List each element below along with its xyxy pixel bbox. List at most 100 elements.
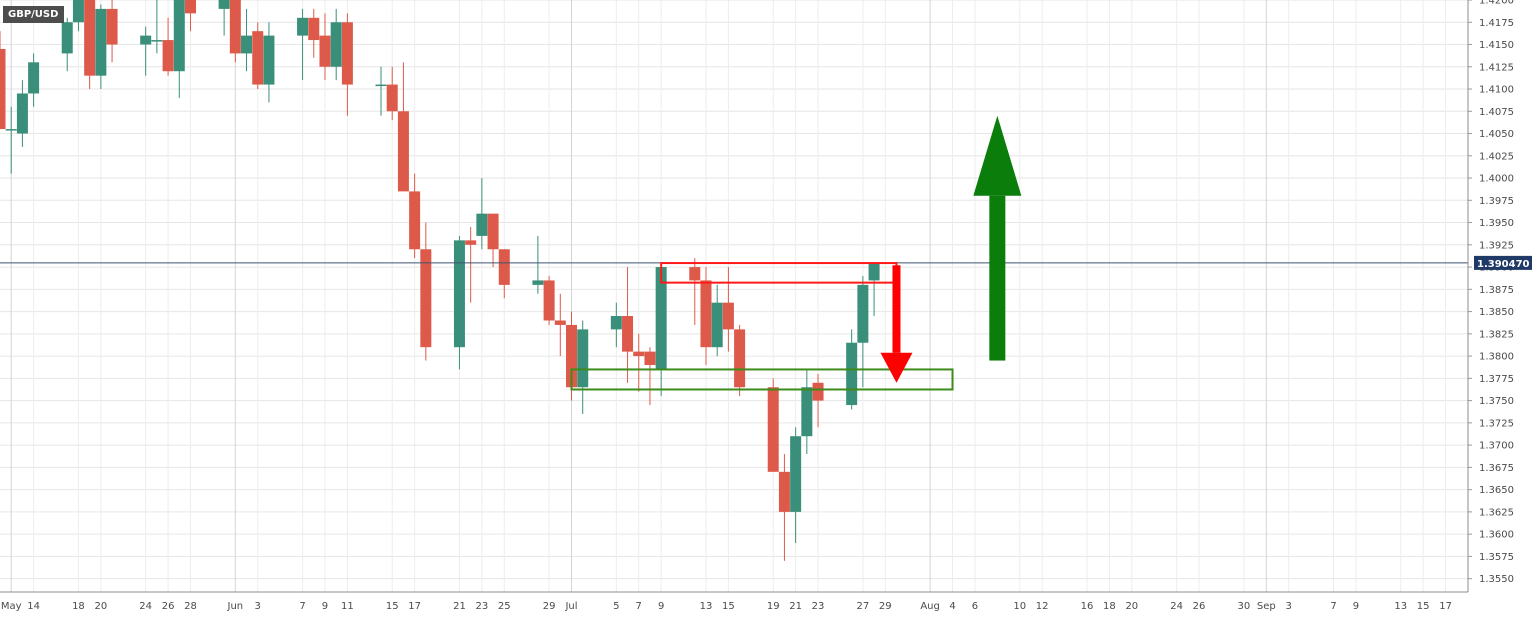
x-tick-label: May bbox=[1, 601, 22, 612]
x-tick-label: 23 bbox=[475, 601, 488, 612]
x-tick-label: 28 bbox=[184, 601, 197, 612]
candle-body bbox=[28, 62, 40, 94]
candle-body bbox=[420, 249, 432, 348]
candle-body bbox=[577, 329, 589, 388]
y-tick-label: 1.4100 bbox=[1479, 85, 1514, 96]
y-tick-label: 1.3800 bbox=[1479, 352, 1514, 363]
x-tick-label: 7 bbox=[1330, 601, 1336, 612]
candle-body bbox=[229, 0, 241, 54]
x-tick-label: 7 bbox=[299, 601, 305, 612]
y-tick-label: 1.3825 bbox=[1479, 329, 1514, 340]
candle-body bbox=[140, 35, 152, 45]
y-tick-label: 1.4000 bbox=[1479, 174, 1514, 185]
price-label-background bbox=[1474, 255, 1532, 270]
x-tick-label: 29 bbox=[879, 601, 892, 612]
y-tick-label: 1.3775 bbox=[1479, 374, 1514, 385]
x-tick-label: 6 bbox=[972, 601, 978, 612]
candle-body bbox=[263, 35, 275, 85]
candle-body bbox=[84, 0, 96, 76]
candle-body bbox=[151, 40, 163, 42]
candle-body bbox=[72, 0, 84, 23]
candle-body bbox=[5, 129, 17, 131]
annotations bbox=[0, 115, 1468, 391]
candle-body bbox=[700, 280, 712, 348]
x-tick-label: 13 bbox=[700, 601, 713, 612]
candle-body bbox=[397, 111, 409, 192]
symbol-badge: GBP/USD bbox=[3, 6, 65, 23]
candle-body bbox=[252, 31, 264, 85]
x-tick-label: 5 bbox=[613, 601, 619, 612]
y-tick-label: 1.3575 bbox=[1479, 552, 1514, 563]
candle-body bbox=[375, 84, 387, 87]
candle-body bbox=[487, 213, 499, 250]
x-tick-label: 7 bbox=[636, 601, 642, 612]
down-arrow-shaft bbox=[892, 265, 901, 353]
y-tick-label: 1.3675 bbox=[1479, 463, 1514, 474]
x-tick-label: 4 bbox=[949, 601, 955, 612]
candle-body bbox=[722, 302, 734, 330]
y-tick-label: 1.3750 bbox=[1479, 396, 1514, 407]
candle-body bbox=[790, 436, 802, 512]
x-tick-label: 25 bbox=[498, 601, 511, 612]
candle-body bbox=[409, 191, 421, 250]
candle-body bbox=[0, 48, 6, 130]
candle-body bbox=[610, 316, 622, 330]
candle-body bbox=[173, 0, 185, 72]
candle-body bbox=[106, 8, 118, 45]
candle-body bbox=[498, 249, 510, 285]
x-tick-label: 18 bbox=[1103, 601, 1116, 612]
x-tick-label: 24 bbox=[139, 601, 152, 612]
x-tick-label: 17 bbox=[408, 601, 421, 612]
x-tick-label: 16 bbox=[1081, 601, 1094, 612]
y-tick-label: 1.4075 bbox=[1479, 107, 1514, 118]
y-tick-label: 1.3950 bbox=[1479, 218, 1514, 229]
x-tick-label: 29 bbox=[543, 601, 556, 612]
up-arrow-head bbox=[973, 115, 1022, 196]
x-tick-label: 9 bbox=[322, 601, 328, 612]
x-tick-label: Jun bbox=[227, 601, 244, 612]
x-tick-label: Aug bbox=[920, 601, 940, 612]
y-tick-label: 1.3700 bbox=[1479, 441, 1514, 452]
x-tick-label: 12 bbox=[1036, 601, 1049, 612]
candle-body bbox=[341, 22, 353, 85]
x-tick-label: 24 bbox=[1170, 601, 1183, 612]
y-tick-label: 1.4175 bbox=[1479, 18, 1514, 29]
candle-body bbox=[812, 382, 824, 401]
x-tick-label: 20 bbox=[94, 601, 107, 612]
x-tick-label: 15 bbox=[1417, 601, 1430, 612]
x-tick-label: 9 bbox=[1353, 601, 1359, 612]
x-tick-label: 9 bbox=[658, 601, 664, 612]
x-tick-label: 11 bbox=[341, 601, 354, 612]
candle-body bbox=[846, 342, 858, 406]
down-arrow-head bbox=[880, 352, 913, 383]
candle-body bbox=[543, 280, 555, 321]
candle-body bbox=[655, 267, 667, 370]
x-tick-label: Sep bbox=[1257, 601, 1276, 612]
x-tick-label: 21 bbox=[789, 601, 802, 612]
x-tick-label: 27 bbox=[857, 601, 870, 612]
y-tick-label: 1.3875 bbox=[1479, 285, 1514, 296]
candle-body bbox=[711, 302, 723, 348]
up-arrow-shaft bbox=[989, 195, 1006, 361]
candle-body bbox=[689, 267, 701, 281]
y-tick-label: 1.3550 bbox=[1479, 574, 1514, 585]
candles bbox=[0, 0, 880, 561]
x-tick-label: 3 bbox=[255, 601, 261, 612]
y-tick-label: 1.3975 bbox=[1479, 196, 1514, 207]
x-tick-label: 15 bbox=[722, 601, 735, 612]
x-tick-label: 26 bbox=[162, 601, 175, 612]
candle-body bbox=[566, 324, 578, 388]
candle-body bbox=[778, 471, 790, 512]
y-tick-label: 1.3725 bbox=[1479, 418, 1514, 429]
y-tick-label: 1.4050 bbox=[1479, 129, 1514, 140]
y-tick-label: 1.4150 bbox=[1479, 40, 1514, 51]
x-tick-label: Jul bbox=[564, 601, 577, 612]
x-tick-label: 30 bbox=[1238, 601, 1251, 612]
grid bbox=[0, 0, 1468, 592]
x-tick-label: 18 bbox=[72, 601, 85, 612]
y-tick-label: 1.4200 bbox=[1479, 0, 1514, 7]
candle-body bbox=[319, 35, 331, 67]
y-tick-label: 1.3850 bbox=[1479, 307, 1514, 318]
y-tick-label: 1.3650 bbox=[1479, 485, 1514, 496]
